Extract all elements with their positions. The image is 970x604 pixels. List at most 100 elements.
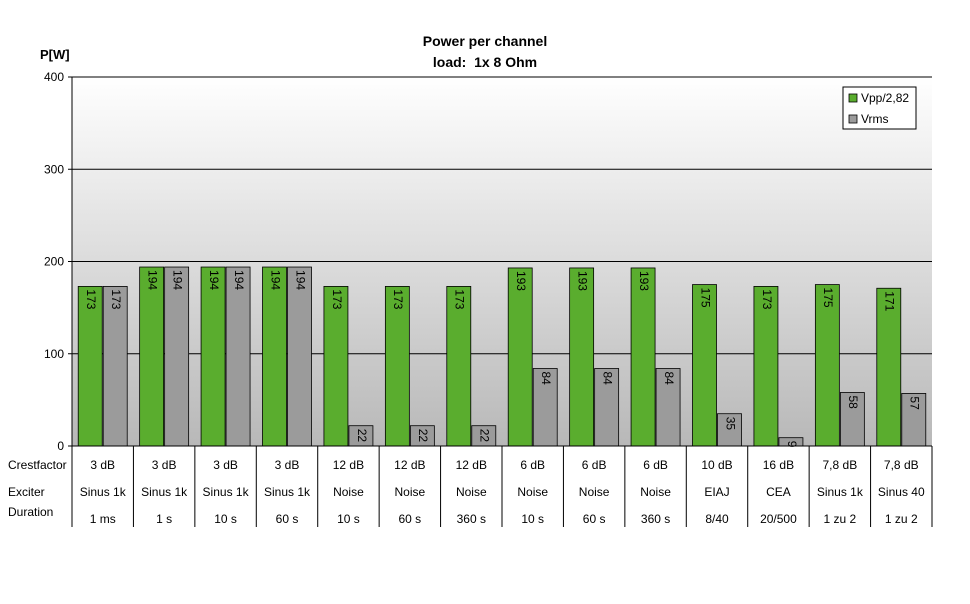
bar-value-label: 173 xyxy=(330,289,344,309)
bar-value-label: 173 xyxy=(760,289,774,309)
bar-value-label: 175 xyxy=(821,288,835,308)
category-exciter-label: Noise xyxy=(456,485,487,499)
category-duration-label: 10 s xyxy=(214,512,237,526)
category-duration-label: 360 s xyxy=(457,512,486,526)
bar-vrms-13 xyxy=(901,393,927,447)
category-duration-label: 1 zu 2 xyxy=(885,512,918,526)
bar-vrms-0 xyxy=(102,286,128,447)
legend: Vpp/2,82 Vrms xyxy=(842,86,917,130)
category-crest-label: 3 dB xyxy=(275,458,300,472)
bar-value-label: 58 xyxy=(846,395,860,409)
bar-value-label: 193 xyxy=(637,271,651,291)
category-crest-label: 6 dB xyxy=(643,458,668,472)
category-duration-label: 10 s xyxy=(521,512,544,526)
bar-value-label: 194 xyxy=(170,270,184,290)
bar-vrms-2 xyxy=(225,266,251,447)
category-crest-label: 7,8 dB xyxy=(823,458,858,472)
bar-vpp-9 xyxy=(630,267,656,447)
legend-swatch-vpp xyxy=(848,93,858,103)
bar-vpp-4 xyxy=(323,286,349,447)
bar-value-label: 194 xyxy=(232,270,246,290)
legend-swatch-vrms xyxy=(848,114,858,124)
bar-vrms-12 xyxy=(839,392,865,447)
y-tick-label: 0 xyxy=(57,439,64,453)
category-exciter-label: Noise xyxy=(395,485,426,499)
bar-vpp-8 xyxy=(569,267,595,447)
row-label-duration: Duration xyxy=(8,505,53,519)
row-label-exciter: Exciter xyxy=(8,485,45,499)
y-axis-ticks: 0 100 200 300 400 xyxy=(44,70,72,453)
bar-vpp-2 xyxy=(200,266,226,447)
bar-value-label: 173 xyxy=(453,289,467,309)
category-exciter-label: Noise xyxy=(333,485,364,499)
category-table: 3 dB Sinus 1k 1 ms 3 dB Sinus 1k 1 s 3 dB Sinus… xyxy=(71,446,933,527)
category-crest-label: 12 dB xyxy=(456,458,487,472)
category-exciter-label: Sinus 1k xyxy=(203,485,250,499)
bar-value-label: 175 xyxy=(698,288,712,308)
data-labels: 173 173 194 194 194 194 194 194 173 22 173 22 173 22 1… xyxy=(84,270,922,448)
category-duration-label: 60 s xyxy=(399,512,422,526)
bar-series xyxy=(77,266,927,447)
category-exciter-label: Noise xyxy=(640,485,671,499)
bar-value-label: 22 xyxy=(355,429,369,443)
category-exciter-label: EIAJ xyxy=(704,485,729,499)
bar-value-label: 9 xyxy=(785,441,799,448)
bar-vpp-13 xyxy=(876,287,902,447)
chart-subtitle: load: 1x 8 Ohm xyxy=(433,54,537,70)
bar-vpp-7 xyxy=(507,267,533,447)
bar-value-label: 84 xyxy=(539,372,553,386)
y-tick-label: 300 xyxy=(44,162,64,176)
category-crest-label: 3 dB xyxy=(152,458,177,472)
category-crest-label: 6 dB xyxy=(582,458,607,472)
category-duration-label: 60 s xyxy=(583,512,606,526)
category-crest-label: 12 dB xyxy=(333,458,364,472)
bar-value-label: 84 xyxy=(662,372,676,386)
bar-vpp-12 xyxy=(814,284,840,447)
y-axis-label: P[W] xyxy=(40,47,70,62)
bar-value-label: 194 xyxy=(268,270,282,290)
category-crest-label: 3 dB xyxy=(213,458,238,472)
category-duration-label: 20/500 xyxy=(760,512,797,526)
category-duration-label: 1 zu 2 xyxy=(824,512,857,526)
category-exciter-label: Sinus 1k xyxy=(817,485,864,499)
bar-value-label: 171 xyxy=(883,291,897,311)
bar-vpp-3 xyxy=(262,266,287,447)
bar-value-label: 173 xyxy=(109,289,123,309)
bar-vpp-1 xyxy=(139,266,165,447)
bar-vrms-1 xyxy=(164,266,190,447)
bar-value-label: 193 xyxy=(514,271,528,291)
y-tick-label: 200 xyxy=(44,255,64,269)
category-duration-label: 10 s xyxy=(337,512,360,526)
bar-value-label: 35 xyxy=(723,417,737,431)
chart-title: Power per channel xyxy=(423,33,547,49)
bar-vpp-10 xyxy=(692,284,717,447)
bar-vpp-0 xyxy=(77,286,103,447)
bar-value-label: 194 xyxy=(293,270,307,290)
bar-vrms-3 xyxy=(287,266,312,447)
bar-value-label: 22 xyxy=(416,429,430,443)
category-crest-label: 7,8 dB xyxy=(884,458,919,472)
bar-vpp-11 xyxy=(753,286,779,447)
category-duration-label: 60 s xyxy=(276,512,299,526)
bar-vrms-9 xyxy=(655,368,681,447)
bar-value-label: 84 xyxy=(600,372,614,386)
bar-value-label: 22 xyxy=(478,429,492,443)
bar-value-label: 173 xyxy=(84,289,98,309)
category-duration-label: 8/40 xyxy=(705,512,729,526)
bar-value-label: 194 xyxy=(145,270,159,290)
legend-label-vpp: Vpp/2,82 xyxy=(861,91,909,105)
category-duration-label: 1 ms xyxy=(90,512,116,526)
bar-vrms-7 xyxy=(532,368,558,447)
category-exciter-label: Noise xyxy=(579,485,610,499)
category-exciter-label: Noise xyxy=(517,485,548,499)
y-tick-label: 400 xyxy=(44,70,64,84)
row-label-crestfactor: Crestfactor xyxy=(8,458,67,472)
bar-vpp-5 xyxy=(384,286,410,447)
category-exciter-label: Sinus 1k xyxy=(264,485,311,499)
category-crest-label: 10 dB xyxy=(701,458,732,472)
category-exciter-label: Sinus 40 xyxy=(878,485,925,499)
category-exciter-label: CEA xyxy=(766,485,791,499)
bar-value-label: 194 xyxy=(207,270,221,290)
bar-value-label: 57 xyxy=(908,396,922,410)
